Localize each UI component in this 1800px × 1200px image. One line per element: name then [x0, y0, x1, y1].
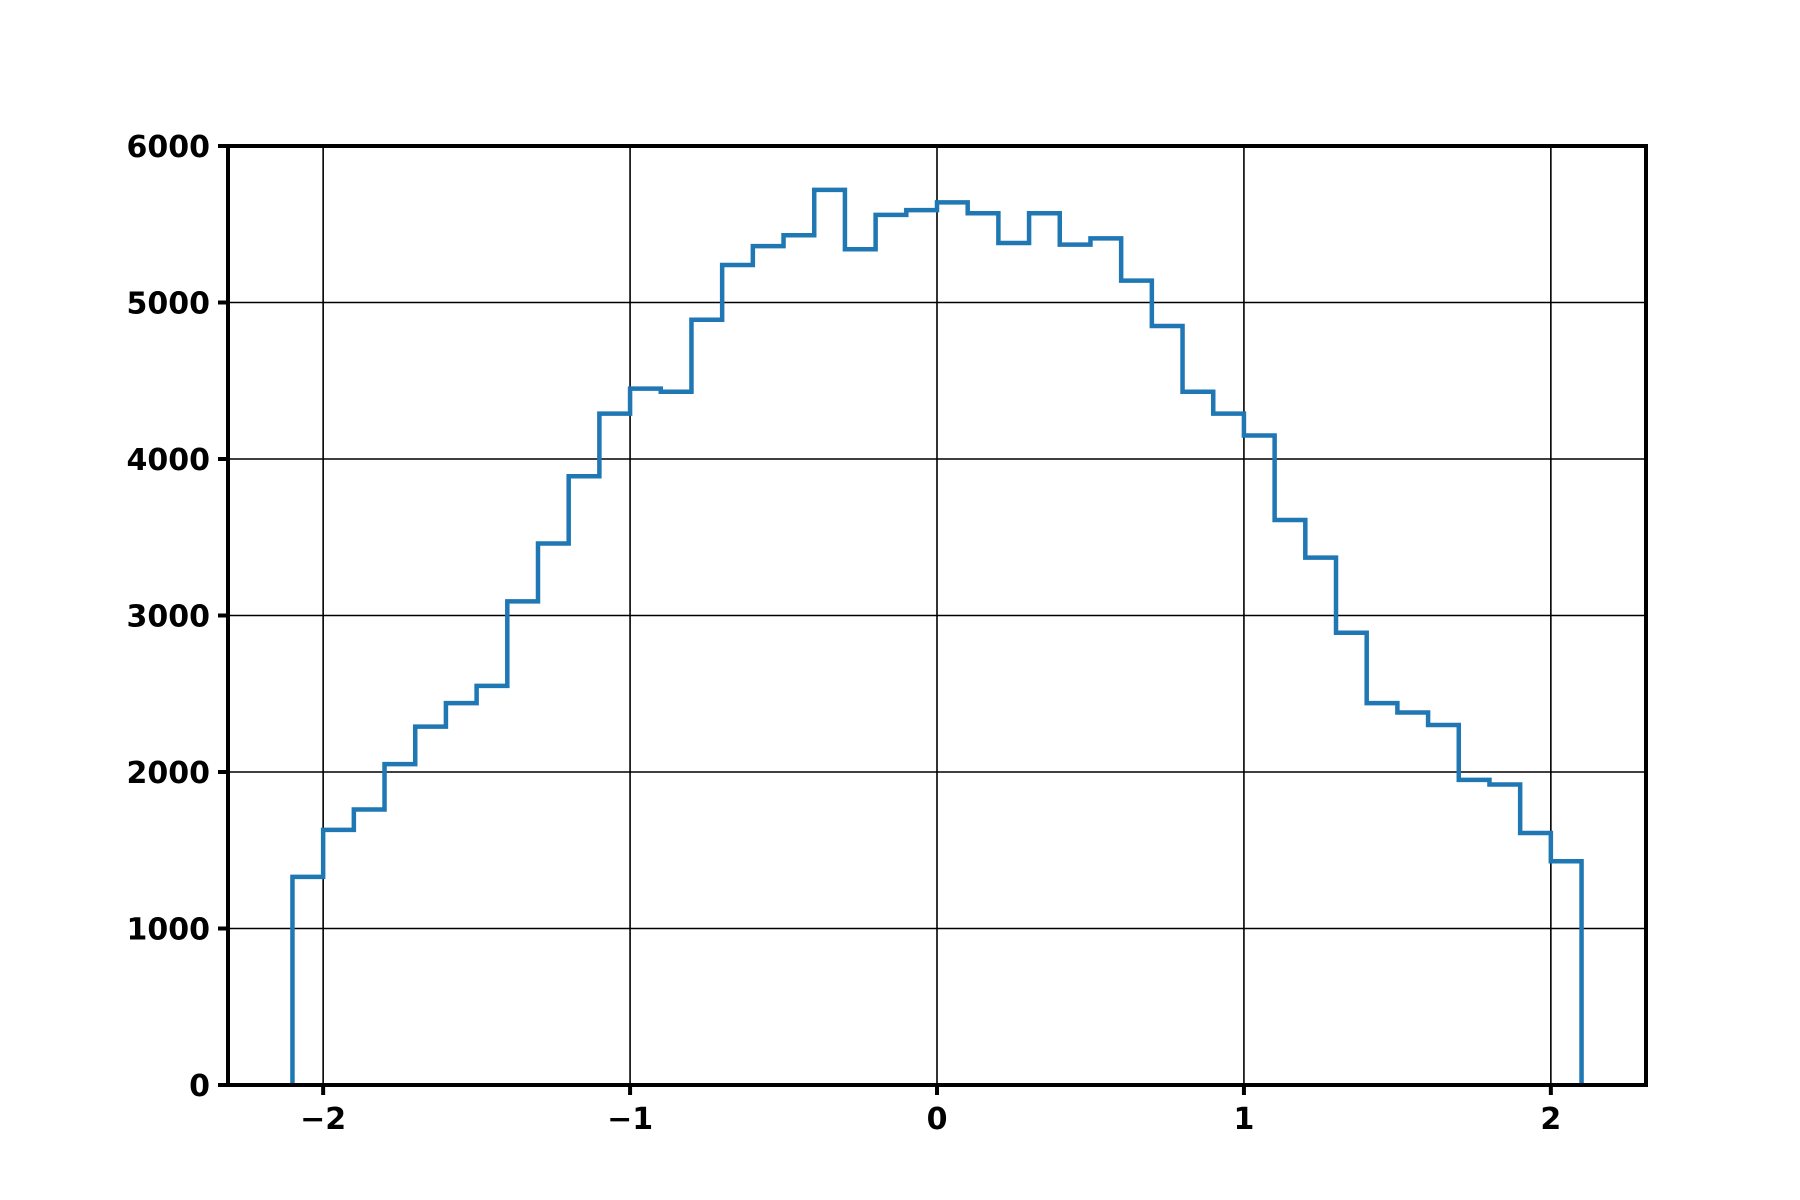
x-tick-label: 2: [1540, 1102, 1561, 1137]
y-tick-label: 2000: [127, 756, 211, 791]
y-tick-label: 0: [189, 1069, 210, 1104]
y-tick-label: 1000: [127, 913, 211, 948]
grid-lines: [228, 145, 1646, 1086]
y-axis-ticks: 0 1000 2000 3000 4000 5000 6000: [127, 130, 228, 1104]
x-tick-label: 0: [927, 1102, 948, 1137]
y-tick-label: 5000: [127, 287, 211, 322]
x-tick-label: −2: [300, 1102, 346, 1137]
y-tick-label: 3000: [127, 600, 211, 635]
x-tick-label: 1: [1233, 1102, 1254, 1137]
histogram-step-line: [290, 187, 1584, 1085]
y-tick-label: 6000: [127, 130, 211, 165]
x-tick-label: −1: [607, 1102, 653, 1137]
y-tick-label: 4000: [127, 443, 211, 478]
x-axis-ticks: −2 −1 0 1 2: [300, 1085, 1561, 1137]
